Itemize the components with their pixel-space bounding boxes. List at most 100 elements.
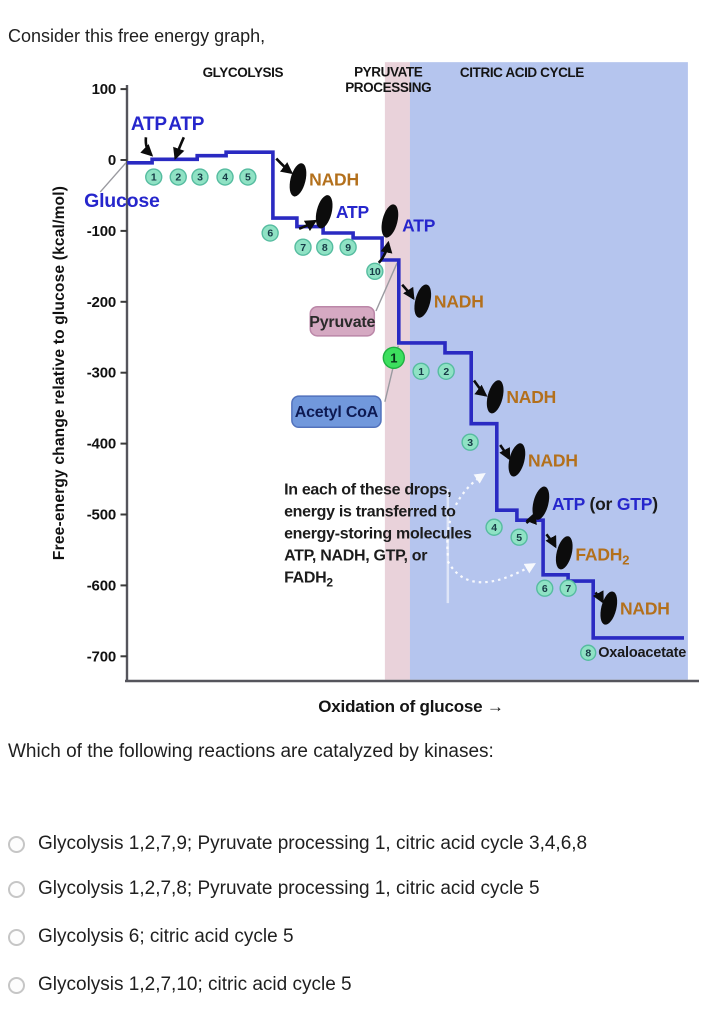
metabolite-box-label-1: Acetyl CoA	[295, 404, 379, 421]
metabolite-box-1	[291, 395, 382, 429]
connector-line-1	[375, 262, 398, 312]
step-number-citric-1: 1	[418, 366, 424, 378]
carrier-oval-1	[315, 195, 333, 229]
answer-option-1-label[interactable]: Glycolysis 1,2,7,9; Pyruvate processing …	[38, 833, 588, 854]
answer-option-4[interactable]: Glycolysis 1,2,7,10; citric acid cycle 5	[8, 974, 352, 996]
question-text: Which of the following reactions are cat…	[8, 741, 494, 762]
energy-transfer-arrow-0	[140, 137, 154, 157]
carrier-label-8: NADH	[620, 598, 670, 618]
step-number-citric-6: 6	[542, 583, 548, 595]
step-circle-glycolysis-1	[145, 168, 163, 186]
intro-text: Consider this free energy graph,	[8, 26, 266, 46]
energy-transfer-arrow-9	[545, 533, 557, 549]
y-tick-label-5: -400	[87, 436, 116, 453]
y-tick-label-8: -700	[87, 648, 116, 665]
step-number-citric-3: 3	[467, 437, 473, 449]
step-number-glycolysis-8: 8	[322, 242, 328, 254]
answer-option-3[interactable]: Glycolysis 6; citric acid cycle 5	[8, 926, 294, 948]
step-circle-glycolysis-3	[191, 168, 209, 186]
step-circle-citric-2	[437, 362, 455, 380]
step-number-glycolysis-10: 10	[369, 266, 381, 278]
y-tick-label-6: -500	[87, 507, 116, 524]
metabolite-box-0	[309, 306, 376, 337]
step-circle-glycolysis-7	[294, 238, 312, 256]
step-circle-glycolysis-4	[216, 168, 234, 186]
step-number-glycolysis-2: 2	[175, 172, 181, 184]
step-number-glycolysis-3: 3	[197, 172, 203, 184]
step-number-glycolysis-4: 4	[222, 172, 228, 184]
connector-line-0	[99, 162, 127, 193]
info-text-line-1: energy is transferred to	[284, 504, 456, 521]
y-tick-label-0: 100	[92, 81, 116, 98]
step-circle-citric-8	[579, 644, 597, 661]
point-label-atp-0: ATP	[131, 114, 168, 135]
energy-transfer-arrow-10	[592, 590, 604, 604]
carrier-label-5: NADH	[528, 450, 578, 470]
step-number-glycolysis-5: 5	[245, 172, 251, 184]
step-circle-citric-7	[559, 579, 577, 597]
energy-transfer-arrow-2	[275, 157, 294, 175]
carrier-oval-2	[381, 204, 399, 238]
step-number-glycolysis-9: 9	[345, 242, 351, 254]
energy-transfer-arrow-1	[173, 136, 186, 160]
step-circle-glycolysis-9	[339, 238, 357, 256]
step-number-glycolysis-7: 7	[300, 242, 306, 254]
carrier-oval-5	[508, 443, 526, 477]
step-number-citric-4: 4	[491, 522, 497, 534]
energy-transfer-arrow-4	[377, 240, 393, 264]
radio-option-3[interactable]	[8, 928, 25, 946]
phase-header-1: PYRUVATE	[354, 64, 423, 79]
carrier-oval-0	[289, 163, 307, 197]
phase-header-2: PROCESSING	[345, 80, 431, 95]
y-tick-label-1: 0	[108, 152, 116, 169]
radio-option-2[interactable]	[8, 880, 25, 898]
step-number-citric-5: 5	[516, 532, 522, 544]
pyruvate-processing-band	[384, 62, 410, 680]
carrier-oval-6	[532, 486, 550, 520]
step-circle-citric-4	[485, 518, 503, 536]
info-text-line-0: In each of these drops,	[284, 482, 451, 499]
step-number-pyruvate-processing-1: 1	[390, 350, 397, 365]
metabolite-box-label-0: Pyruvate	[309, 314, 375, 331]
answer-option-2-label[interactable]: Glycolysis 1,2,7,8; Pyruvate processing …	[38, 878, 540, 899]
point-label-oxaloacetate-3: Oxaloacetate	[598, 645, 686, 661]
info-text-line-3: ATP, NADH, GTP, or	[284, 548, 427, 565]
carrier-oval-8	[600, 591, 618, 625]
step-number-glycolysis-6: 6	[267, 228, 273, 240]
step-circle-glycolysis-5	[239, 168, 257, 186]
answer-option-4-label[interactable]: Glycolysis 1,2,7,10; citric acid cycle 5	[38, 974, 352, 995]
step-number-citric-2: 2	[443, 366, 449, 378]
step-circle-glycolysis-6	[261, 224, 279, 242]
answer-option-2[interactable]: Glycolysis 1,2,7,8; Pyruvate processing …	[8, 878, 540, 900]
x-axis-label: Oxidation of glucose →	[318, 697, 503, 716]
carrier-label-4: NADH	[506, 387, 556, 407]
step-number-citric-8: 8	[585, 647, 591, 659]
y-axis-label: Free-energy change relative to glucose (…	[51, 186, 68, 560]
step-number-glycolysis-1: 1	[151, 172, 157, 184]
carrier-label-3: NADH	[434, 291, 484, 311]
step-circle-citric-6	[536, 579, 554, 597]
answer-option-1[interactable]: Glycolysis 1,2,7,9; Pyruvate processing …	[8, 833, 587, 855]
free-energy-staircase	[127, 150, 684, 640]
white-curved-arrow-1	[446, 560, 536, 584]
step-circle-glycolysis-2	[169, 168, 187, 186]
step-circle-glycolysis-8	[316, 238, 334, 256]
carrier-oval-7	[555, 536, 573, 570]
step-circle-citric-3	[461, 433, 479, 451]
info-text-line-2: energy-storing molecules	[284, 526, 472, 543]
step-circle-citric-1	[412, 362, 430, 380]
y-tick-label-7: -600	[87, 577, 116, 594]
answer-option-3-label[interactable]: Glycolysis 6; citric acid cycle 5	[38, 926, 294, 947]
radio-option-1[interactable]	[8, 835, 25, 853]
phase-header-0: GLYCOLYSIS	[203, 65, 284, 80]
energy-transfer-arrow-7	[499, 444, 511, 461]
step-circle-pyruvate-processing-1	[382, 346, 406, 370]
radio-option-4[interactable]	[8, 976, 25, 994]
step-number-citric-7: 7	[565, 583, 571, 595]
carrier-label-0: NADH	[309, 170, 359, 190]
y-tick-label-3: -200	[87, 294, 116, 311]
phase-header-3: CITRIC ACID CYCLE	[460, 65, 584, 80]
point-label-atp-1: ATP	[168, 114, 205, 135]
